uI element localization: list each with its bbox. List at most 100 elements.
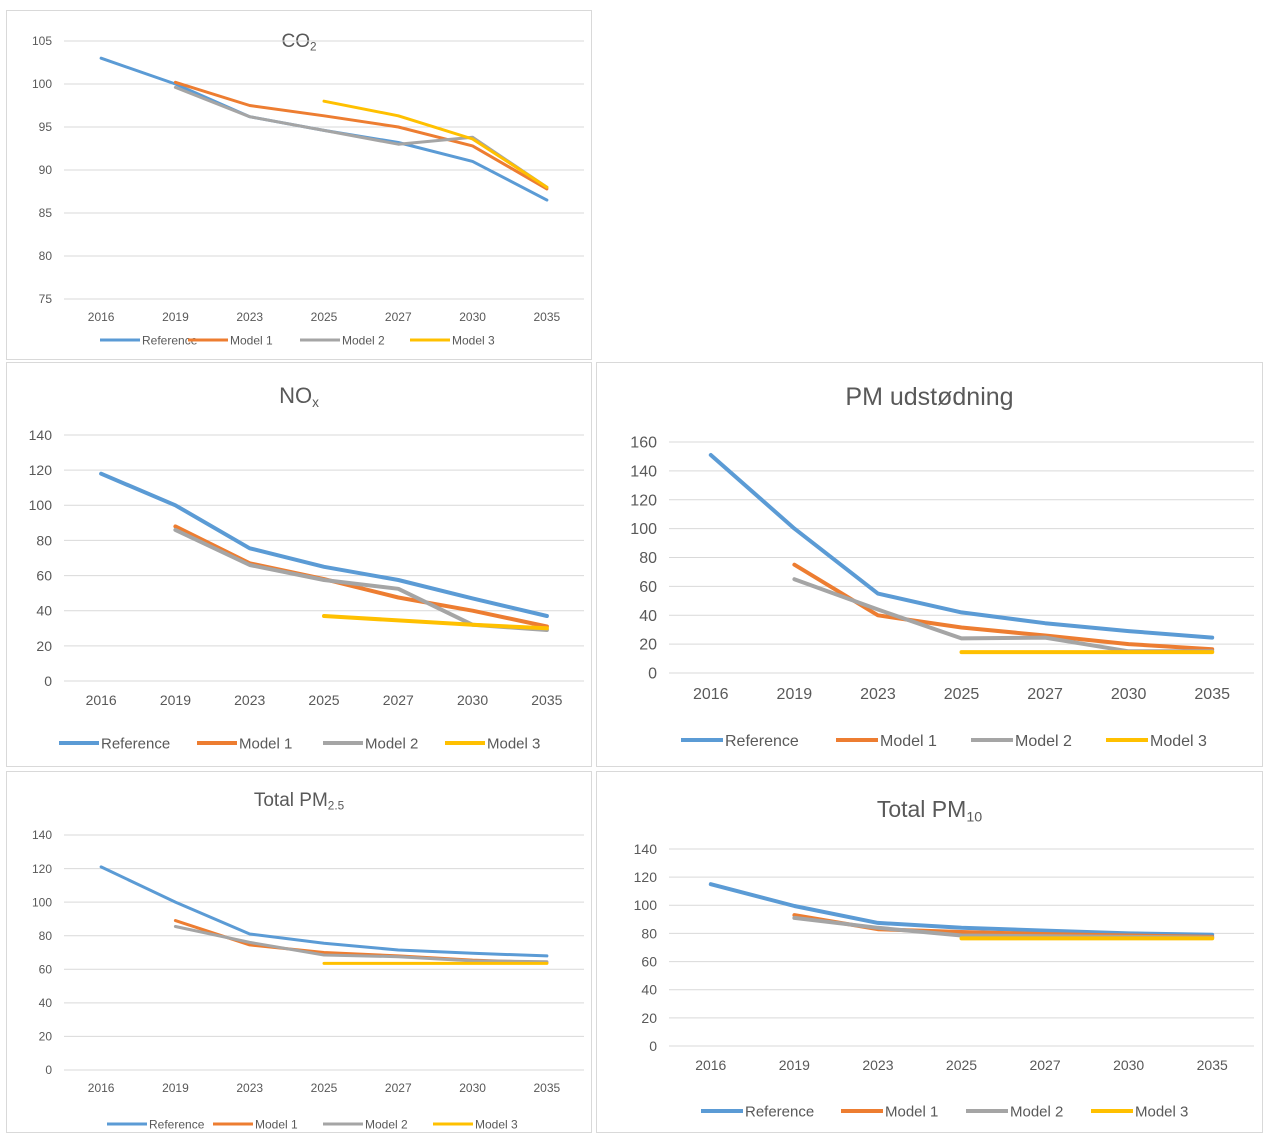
x-tick-label: 2030 (457, 692, 488, 708)
x-tick-label: 2023 (234, 692, 265, 708)
data-point (175, 920, 176, 921)
data-point (324, 101, 325, 102)
y-tick-label: 60 (36, 567, 52, 583)
data-point (324, 130, 325, 131)
data-point (175, 82, 176, 83)
pm25-chart-svg: 0 20 40 60 80 100 120 140 2016 2019 2023 2025 2027 20… (32, 828, 584, 1131)
x-tick-label: 2016 (86, 692, 117, 708)
x-tick-label: 2016 (88, 1081, 115, 1095)
x-tick-label: 2035 (1194, 686, 1230, 703)
series-line-model-1 (173, 524, 549, 629)
data-point (961, 935, 962, 936)
x-tick-label: 2025 (311, 1081, 338, 1095)
data-point (398, 115, 399, 116)
data-point (249, 105, 250, 106)
data-point (398, 620, 399, 621)
legend-label: Model 1 (885, 1103, 938, 1120)
data-point (175, 526, 176, 527)
data-point (249, 934, 250, 935)
co2-chart-panel: CO2 75 80 85 90 95 100 105 2016 2019 2023 2025 2027… (6, 10, 592, 360)
y-tick-label: 80 (641, 925, 657, 941)
data-point (877, 922, 878, 923)
y-tick-label: 140 (32, 828, 52, 842)
y-tick-label: 120 (29, 462, 53, 478)
y-tick-label: 0 (648, 666, 657, 683)
data-point (961, 927, 962, 928)
data-point (472, 139, 473, 140)
x-tick-label: 2023 (862, 1057, 893, 1073)
legend-label: Model 1 (239, 735, 292, 752)
data-point (324, 115, 325, 116)
data-point (1128, 644, 1129, 645)
data-point (961, 612, 962, 613)
y-tick-label: 120 (634, 869, 658, 885)
pm25-chart-title: Total PM2.5 (253, 790, 345, 813)
data-point (877, 609, 878, 610)
x-tick-label: 2019 (162, 310, 189, 324)
y-tick-label: 140 (630, 463, 657, 480)
data-point (398, 956, 399, 957)
x-tick-label: 2016 (695, 1057, 726, 1073)
y-tick-label: 20 (39, 1030, 53, 1044)
data-point (324, 952, 325, 953)
data-point (1045, 938, 1046, 939)
data-point (175, 926, 176, 927)
data-point (546, 963, 547, 964)
data-point (324, 566, 325, 567)
x-tick-label: 2025 (308, 692, 339, 708)
data-point (877, 615, 878, 616)
y-tick-label: 95 (39, 120, 53, 134)
x-tick-label: 2023 (860, 686, 896, 703)
y-tick-label: 40 (641, 982, 657, 998)
data-point (546, 200, 547, 201)
x-tick-label: 2035 (531, 692, 562, 708)
data-point (1045, 930, 1046, 931)
data-point (398, 963, 399, 964)
y-tick-label: 0 (649, 1038, 657, 1054)
data-point (398, 127, 399, 128)
data-point (1045, 652, 1046, 653)
x-tick-label: 2027 (1029, 1057, 1060, 1073)
data-point (877, 593, 878, 594)
y-tick-label: 160 (630, 435, 657, 452)
series-line-model-1 (173, 80, 549, 191)
legend-label: Model 2 (365, 1117, 408, 1131)
x-tick-label: 2030 (1113, 1057, 1144, 1073)
y-tick-label: 80 (39, 929, 53, 943)
data-point (961, 627, 962, 628)
data-point (175, 505, 176, 506)
legend-label: Model 2 (1010, 1103, 1063, 1120)
y-tick-label: 80 (639, 550, 657, 567)
data-point (398, 588, 399, 589)
data-point (794, 905, 795, 906)
data-point (249, 942, 250, 943)
y-tick-label: 0 (44, 673, 52, 689)
data-point (472, 963, 473, 964)
x-tick-label: 2035 (534, 1081, 561, 1095)
data-point (175, 902, 176, 903)
data-point (324, 963, 325, 964)
series-line-reference (708, 453, 1215, 640)
data-point (794, 528, 795, 529)
y-tick-label: 40 (36, 603, 52, 619)
data-point (249, 944, 250, 945)
data-point (794, 564, 795, 565)
nox-chart-title: NOx (279, 383, 319, 411)
x-tick-label: 2030 (459, 310, 486, 324)
x-tick-label: 2030 (459, 1081, 486, 1095)
x-tick-label: 2023 (236, 1081, 263, 1095)
data-point (175, 529, 176, 530)
legend-label: Model 2 (365, 735, 418, 752)
data-point (1128, 631, 1129, 632)
data-point (324, 943, 325, 944)
x-tick-label: 2027 (383, 692, 414, 708)
y-tick-label: 20 (36, 638, 52, 654)
data-point (546, 187, 547, 188)
y-tick-label: 90 (39, 163, 53, 177)
legend-label: Reference (725, 733, 799, 750)
data-point (472, 161, 473, 162)
data-point (101, 473, 102, 474)
legend-label: Model 3 (1135, 1103, 1188, 1120)
y-tick-label: 60 (639, 579, 657, 596)
data-point (710, 454, 711, 455)
